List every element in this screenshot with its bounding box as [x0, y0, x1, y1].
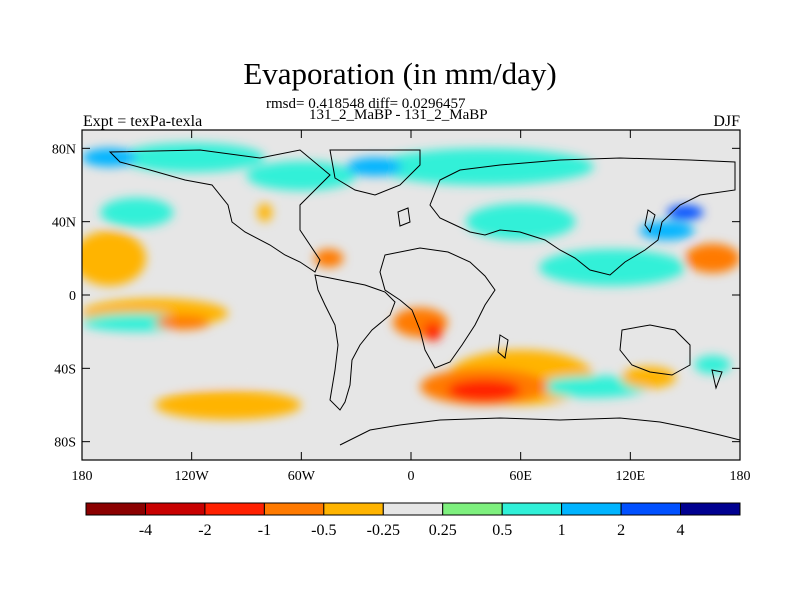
field-anomaly-5	[82, 353, 302, 383]
field-anomaly-19	[539, 249, 686, 286]
stats-text: rmsd= 0.418548 diff= 0.0296457	[266, 96, 466, 112]
coast-south-america	[314, 274, 396, 411]
field-anomaly-20	[639, 221, 695, 240]
x-tick-label: 120W	[175, 469, 210, 484]
field-anomaly-8	[118, 142, 265, 173]
colorbar-label: -0.5	[311, 522, 336, 539]
coast-eurasia	[429, 157, 736, 276]
y-tick-label: 80S	[54, 436, 76, 451]
colorbar-label: 0.5	[492, 522, 512, 539]
axis-tick-labels: 180 120W 60W 0 60E 120E 180 80N 40N 0 40S 80S	[52, 142, 751, 484]
coastlines	[108, 149, 740, 446]
colorbar-label: 2	[617, 522, 625, 539]
field-anomaly-16	[465, 203, 576, 240]
field-anomaly-26	[694, 355, 731, 374]
field-anomaly-25	[621, 366, 676, 389]
coast-new-zealand	[711, 369, 723, 390]
colorbar: -4 -2 -1 -0.5 -0.25 0.25 0.5 1 2 4	[85, 502, 741, 539]
y-tick-label: 0	[69, 289, 76, 304]
coast-japan	[644, 209, 656, 234]
colorbar-swatch	[145, 502, 206, 516]
coast-africa	[379, 247, 496, 369]
colorbar-swatch	[204, 502, 265, 516]
colorbar-label: -0.25	[367, 522, 400, 539]
colorbar-swatch	[382, 502, 444, 516]
field-anomaly-23	[314, 249, 344, 268]
y-tick-label: 40S	[54, 362, 76, 377]
field-anomaly-14	[685, 243, 740, 273]
x-tick-label: 0	[408, 469, 415, 484]
colorbar-swatch	[442, 502, 503, 516]
field-anomaly-10	[423, 322, 442, 341]
colorbar-label: 4	[677, 522, 685, 539]
colorbar-swatch	[620, 502, 682, 516]
axis-ticks	[81, 130, 741, 460]
field-layer	[82, 142, 740, 420]
subtitle-text: 131_2_MaBP - 131_2_MaBP	[309, 107, 488, 123]
coast-madagascar	[497, 334, 509, 359]
x-tick-label: 120E	[616, 469, 646, 484]
colorbar-label: 1	[558, 522, 566, 539]
colorbar-swatch	[85, 502, 146, 516]
field-anomaly-21	[347, 157, 402, 176]
y-tick-label: 40N	[52, 216, 76, 231]
x-tick-label: 180	[72, 469, 93, 484]
season-label: DJF	[713, 113, 740, 130]
field-anomaly-27	[155, 390, 302, 420]
coast-australia	[619, 324, 691, 376]
colorbar-swatch	[680, 502, 741, 516]
field-anomaly-24	[539, 375, 649, 398]
colorbar-swatch	[561, 502, 622, 516]
x-tick-label: 60E	[509, 469, 532, 484]
colorbar-label: -1	[258, 522, 271, 539]
coast-greenland	[329, 149, 421, 196]
field-anomaly-7	[257, 203, 273, 222]
experiment-label: Expt = texPa-texla	[83, 113, 203, 130]
colorbar-label: -2	[198, 522, 211, 539]
colorbar-label: -4	[139, 522, 152, 539]
field-anomaly-6	[100, 197, 174, 228]
x-tick-label: 60W	[288, 469, 316, 484]
colorbar-swatch	[501, 502, 563, 516]
colorbar-swatch	[323, 502, 384, 516]
y-tick-label: 80N	[52, 142, 76, 157]
coast-antarctica	[339, 417, 740, 446]
field-anomaly-22	[82, 148, 137, 167]
map-title: Evaporation (in mm/day)	[243, 56, 557, 91]
coast-uk	[397, 207, 411, 227]
field-anomaly-12	[447, 379, 521, 402]
x-tick-label: 180	[730, 469, 751, 484]
field-anomaly-0	[82, 230, 146, 286]
coast-north-america	[108, 149, 331, 273]
field-anomaly-2	[155, 315, 210, 330]
colorbar-swatch	[263, 502, 325, 516]
colorbar-label: 0.25	[429, 522, 457, 539]
field-anomaly-18	[246, 161, 357, 191]
